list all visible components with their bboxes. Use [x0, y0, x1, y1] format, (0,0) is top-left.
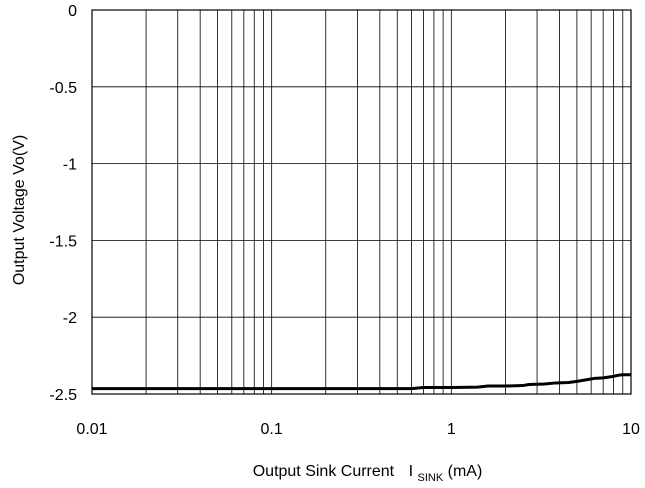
x-axis-label-unit: (mA)	[448, 463, 483, 480]
x-tick-labels: 0.01 0.1 1 10	[76, 421, 640, 438]
x-axis-label-text: Output Sink Current	[253, 463, 395, 480]
series-layer	[92, 373, 631, 391]
y-tick-label: -0.5	[49, 80, 77, 97]
plot-area-frame	[91, 9, 632, 395]
y-tick-label: 0	[68, 3, 77, 20]
y-tick-label: -1	[63, 157, 77, 174]
x-tick-label: 1	[447, 421, 456, 438]
x-tick-label: 10	[622, 421, 640, 438]
y-tick-label: -2	[63, 310, 77, 327]
grid	[91, 9, 631, 395]
y-tick-labels: 0 -0.5 -1 -1.5 -2 -2.5	[49, 3, 77, 404]
x-axis-label-subscript: SINK	[417, 472, 443, 484]
x-axis-label: Output Sink Current I SINK (mA)	[253, 463, 483, 485]
y-tick-label: -2.5	[49, 387, 77, 404]
series-line	[92, 373, 631, 391]
y-axis-label: Output Voltage Vo(V)	[11, 135, 28, 285]
x-axis-label-symbol: I	[409, 463, 413, 480]
y-tick-label: -1.5	[49, 233, 77, 250]
x-tick-label: 0.1	[261, 421, 283, 438]
x-tick-label: 0.01	[76, 421, 107, 438]
